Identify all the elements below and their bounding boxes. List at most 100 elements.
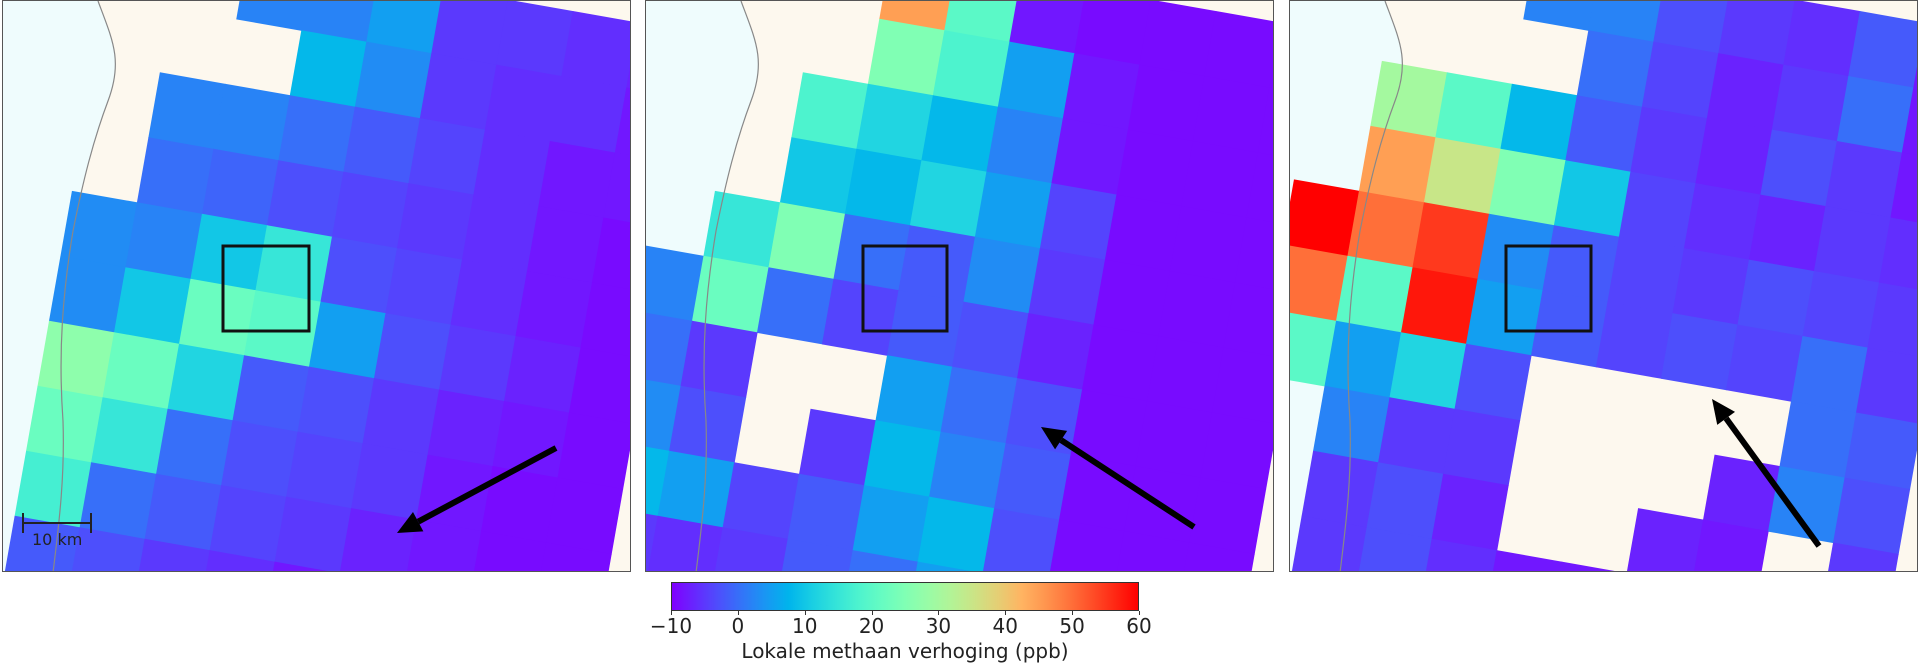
heatmap-cell bbox=[1177, 542, 1255, 571]
heatmap-cell bbox=[538, 141, 616, 219]
heatmap-cell bbox=[1683, 183, 1762, 261]
heatmap-cell bbox=[799, 408, 877, 486]
heatmap-cell bbox=[591, 217, 630, 295]
heatmap-cell bbox=[1718, 1, 1796, 66]
heatmap-cell bbox=[266, 160, 345, 238]
heatmap-cell bbox=[1488, 148, 1567, 226]
colorbar-tick-label: 60 bbox=[1126, 614, 1152, 638]
heatmap-cell bbox=[921, 95, 999, 173]
heatmap-cell bbox=[1347, 190, 1425, 268]
heatmap-cell bbox=[515, 271, 593, 349]
heatmap-cell bbox=[255, 225, 333, 303]
heatmap-cell bbox=[1813, 206, 1891, 284]
heatmap-cell bbox=[994, 443, 1072, 521]
heatmap-cell bbox=[646, 309, 693, 387]
heatmap-cell bbox=[1836, 76, 1914, 154]
heatmap-cell bbox=[469, 531, 547, 571]
heatmap-cell bbox=[867, 18, 945, 96]
heatmap-cell bbox=[1576, 30, 1654, 108]
colorbar-tick-label: 10 bbox=[791, 614, 818, 638]
heatmap-cell bbox=[1366, 462, 1444, 540]
heatmap-cell bbox=[1412, 202, 1490, 280]
heatmap-cell bbox=[416, 454, 494, 532]
heatmap-cell bbox=[1565, 95, 1643, 173]
heatmap-cell bbox=[1127, 64, 1205, 142]
heatmap-cell bbox=[1607, 236, 1685, 314]
heatmap-cell bbox=[351, 443, 429, 521]
heatmap-cell bbox=[711, 527, 789, 571]
heatmap-cell bbox=[534, 542, 612, 571]
heatmap-cell bbox=[657, 450, 735, 528]
heatmap-cell bbox=[1725, 324, 1804, 402]
heatmap-cell bbox=[419, 53, 497, 131]
wind-arrow-icon bbox=[1712, 399, 1822, 548]
heatmap-cell bbox=[1832, 477, 1911, 555]
heatmap-cell bbox=[373, 313, 452, 391]
heatmap-cell bbox=[1779, 401, 1857, 479]
heatmap-cell bbox=[438, 324, 517, 402]
heatmap-cell bbox=[484, 64, 562, 142]
heatmap-cell bbox=[1660, 313, 1739, 391]
heatmap-cell bbox=[26, 385, 104, 463]
heatmap-cell bbox=[297, 366, 375, 444]
colorbar-tick-label: −10 bbox=[649, 614, 693, 638]
heatmap-cell bbox=[1695, 118, 1773, 196]
heatmap-cell bbox=[1771, 64, 1849, 142]
colorbar-tick-label: 30 bbox=[925, 614, 952, 638]
heatmap-cell bbox=[1051, 118, 1129, 196]
heatmap-cell bbox=[213, 83, 291, 161]
heatmap-cell bbox=[1641, 41, 1719, 119]
heatmap-cell bbox=[1542, 225, 1620, 303]
heatmap-cell bbox=[982, 508, 1060, 571]
heatmap-cell bbox=[102, 332, 180, 410]
heatmap-cell bbox=[1028, 248, 1106, 326]
heatmap-cell bbox=[646, 244, 705, 322]
heatmap-cell bbox=[841, 550, 919, 571]
heatmap-cell bbox=[898, 225, 976, 303]
heatmap-cell bbox=[1802, 271, 1880, 349]
heatmap-cell bbox=[450, 259, 528, 337]
heatmap-cell bbox=[963, 236, 1041, 314]
heatmap-cell bbox=[1435, 72, 1513, 150]
heatmap-cell bbox=[289, 30, 367, 108]
heatmap-cell bbox=[1192, 76, 1270, 154]
heatmap-cell bbox=[852, 485, 930, 563]
heatmap-cell bbox=[1618, 171, 1697, 249]
heatmap-cell bbox=[568, 347, 630, 425]
heatmap-cell bbox=[1158, 271, 1236, 349]
heatmap-cell bbox=[1093, 259, 1171, 337]
heatmap-cell bbox=[1062, 53, 1140, 131]
heatmap-cell bbox=[1867, 282, 1917, 360]
heatmap-cell bbox=[366, 1, 444, 54]
heatmap-cell bbox=[1139, 1, 1217, 77]
heatmap-cell bbox=[431, 1, 509, 66]
heatmap-cell bbox=[1039, 183, 1118, 261]
heatmap-cell bbox=[1523, 1, 1601, 31]
heatmap-cell bbox=[136, 137, 215, 215]
colorbar bbox=[671, 582, 1139, 611]
heatmap-cell bbox=[580, 282, 630, 360]
heatmap-cell bbox=[1200, 412, 1273, 490]
heatmap-cell bbox=[1691, 519, 1769, 571]
heatmap-cell bbox=[308, 301, 387, 379]
scale-bar-label: 10 km bbox=[32, 530, 83, 549]
heatmap-cell bbox=[148, 72, 226, 150]
heatmap-cell bbox=[1400, 267, 1479, 345]
heatmap-cell bbox=[480, 466, 559, 544]
heatmap-cell bbox=[929, 431, 1007, 509]
heatmap-cell bbox=[133, 538, 211, 571]
heatmap-cell bbox=[1290, 309, 1337, 387]
heatmap-cell bbox=[1313, 385, 1391, 463]
heatmap-cell bbox=[1454, 343, 1532, 421]
heatmap-cell bbox=[1301, 450, 1379, 528]
heatmap-cell bbox=[232, 355, 310, 433]
heatmap-cell bbox=[286, 431, 364, 509]
colorbar-tick-mark bbox=[671, 611, 672, 615]
heatmap-cell bbox=[331, 171, 410, 249]
heatmap-cell bbox=[1783, 1, 1861, 77]
colorbar-tick-label: 0 bbox=[731, 614, 745, 638]
colorbar-tick-mark bbox=[1072, 611, 1074, 615]
heatmap-cell bbox=[236, 1, 314, 31]
heatmap-cell bbox=[1389, 332, 1467, 410]
heatmap-cell bbox=[1335, 255, 1414, 333]
